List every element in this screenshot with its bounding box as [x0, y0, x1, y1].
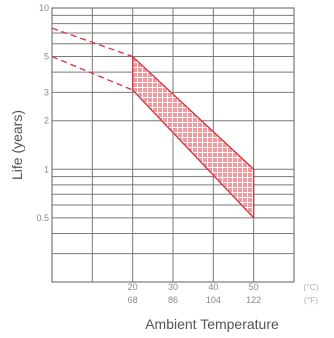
life-band-upper-edge: [132, 56, 255, 170]
x-unit-fahrenheit: (°F): [304, 295, 318, 305]
x-axis-title: Ambient Temperature: [145, 316, 279, 332]
y-tick-label: 10: [39, 3, 49, 13]
extrapolation-upper-line: [51, 27, 133, 58]
extrapolation-lower-line: [51, 55, 133, 91]
x-tick-label-celsius: 30: [168, 282, 178, 292]
life-band-lower-edge: [132, 89, 255, 219]
y-tick-label: 1: [44, 164, 49, 174]
y-tick-label: 0.5: [36, 213, 49, 223]
y-tick-label: 2: [44, 116, 49, 126]
grid: [52, 8, 294, 282]
life-band-area: [132, 56, 254, 218]
y-axis-title: Life (years): [9, 110, 25, 180]
x-tick-label-fahrenheit: 122: [246, 295, 261, 305]
x-tick-labels: 20 68 30 86 40 104 50 122: [128, 282, 262, 305]
x-tick-label-celsius: 50: [249, 282, 259, 292]
life-band: [51, 27, 255, 219]
x-tick-label-celsius: 20: [128, 282, 138, 292]
y-tick-label: 5: [44, 52, 49, 62]
x-tick-label-celsius: 40: [208, 282, 218, 292]
x-tick-label-fahrenheit: 104: [206, 295, 221, 305]
x-tick-label-fahrenheit: 86: [168, 295, 178, 305]
x-tick-label-fahrenheit: 68: [128, 295, 138, 305]
y-tick-labels: 10 5 3 2 1 0.5: [36, 3, 49, 223]
plot-frame: [51, 7, 295, 283]
x-unit-celsius: (°C): [303, 282, 318, 292]
y-tick-label: 3: [44, 87, 49, 97]
